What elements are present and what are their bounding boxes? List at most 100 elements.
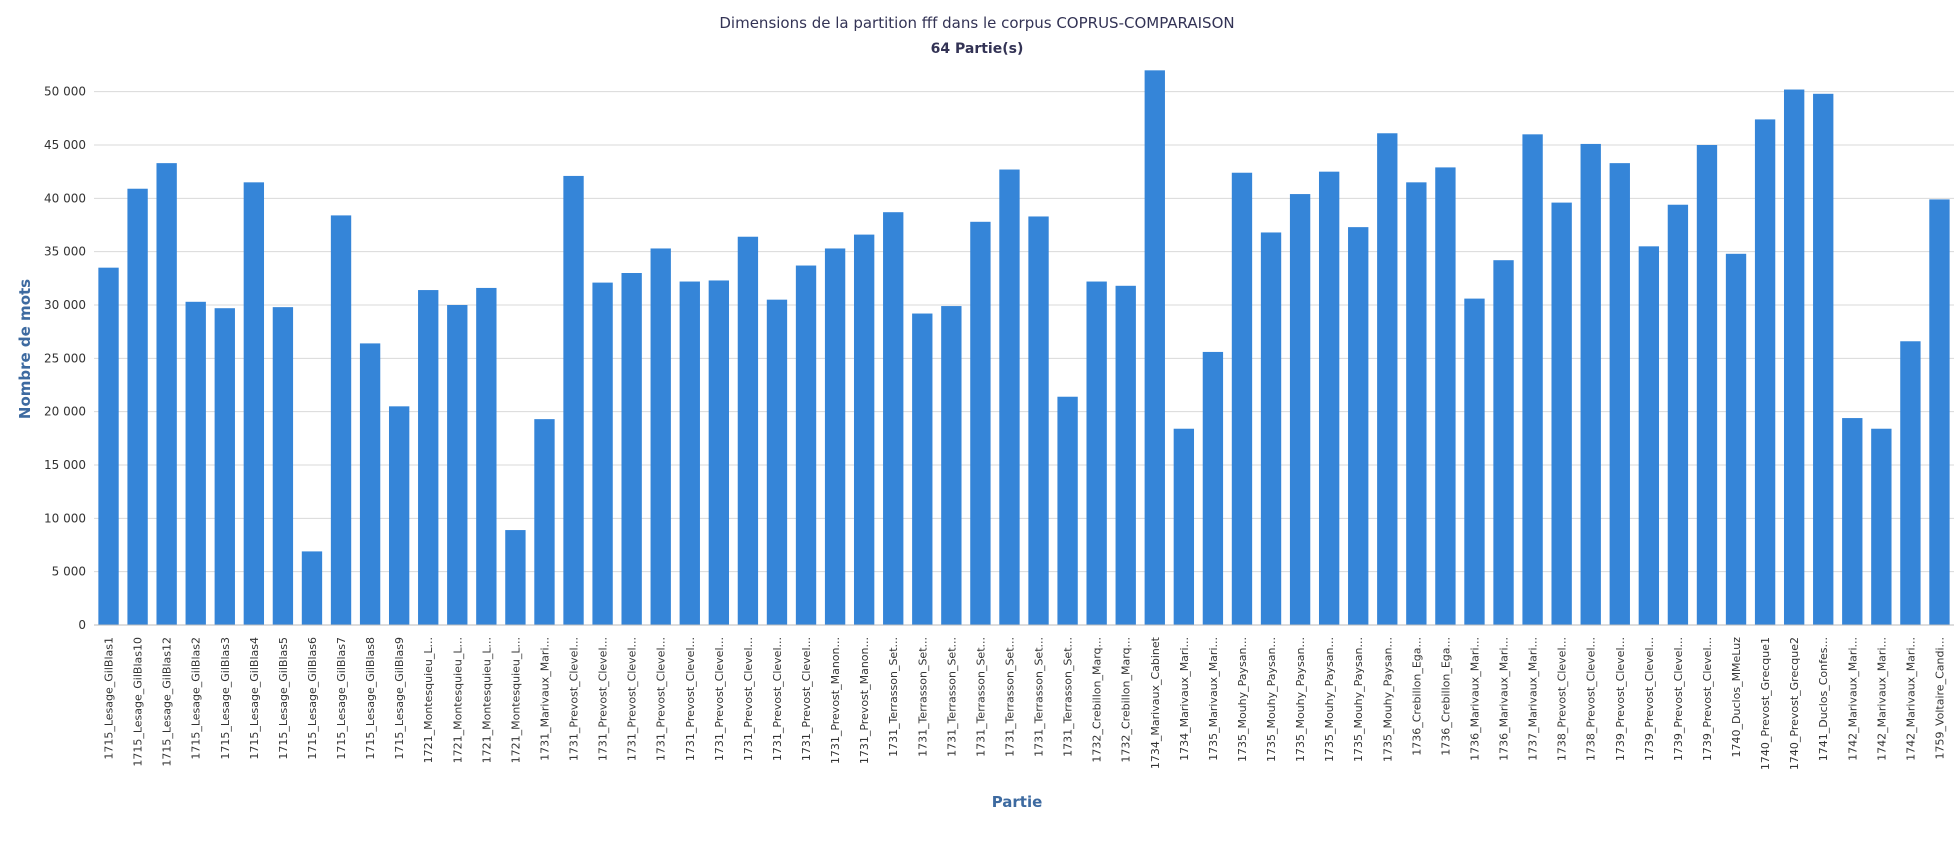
x-tick-label: 1731_Prevost_Clevel... [568,637,581,761]
bar[interactable] [243,182,265,626]
bar[interactable] [214,308,235,625]
bar[interactable] [447,305,468,625]
bar[interactable] [1725,253,1747,626]
x-tick-label: 1731_Prevost_Clevel... [713,637,726,761]
bar[interactable] [1406,182,1427,626]
bar[interactable] [1609,163,1630,625]
bar[interactable] [1783,89,1805,626]
bar[interactable] [1493,260,1514,625]
bar[interactable] [330,215,352,625]
bar[interactable] [1900,341,1921,625]
bar[interactable] [1522,134,1543,626]
bar[interactable] [272,307,294,625]
bar[interactable] [1028,216,1049,625]
bar[interactable] [679,281,700,625]
y-tick-label: 40 000 [44,191,86,205]
bar[interactable] [883,212,904,625]
x-tick-label: 1731_Prevost_Manon... [829,637,842,764]
bars [98,70,1950,626]
bar[interactable] [1260,232,1282,625]
bar[interactable] [795,265,817,625]
bar[interactable] [737,236,759,625]
bar[interactable] [1318,171,1340,625]
x-tick-label: 1736_Crebillon_Ega... [1410,637,1423,756]
x-tick-label: 1731_Prevost_Clevel... [684,637,697,761]
bar[interactable] [1929,199,1950,625]
y-axis-ticks: 0 5 000 10 000 15 000 20 000 25 000 30 000 35 0… [44,85,86,632]
x-tick-label: 1735_Mouhy_Paysan... [1352,637,1365,762]
bar[interactable] [1464,298,1485,625]
bar[interactable] [766,299,788,625]
chart-subtitle: 64 Partie(s) [931,41,1024,57]
bar[interactable] [1754,119,1776,626]
x-tick-label: 1739_Prevost_Clevel... [1672,637,1685,761]
bar[interactable] [1289,194,1311,626]
bar[interactable] [98,267,119,625]
x-tick-label: 1721_Montesquieu_L... [480,637,493,763]
bar[interactable] [1057,396,1078,625]
bar[interactable] [1638,246,1660,626]
y-tick-label: 5 000 [52,565,86,579]
bar[interactable] [708,280,730,625]
bar[interactable] [650,248,671,625]
bar[interactable] [1202,351,1224,625]
x-tick-label: 1732_Crebillon_Marq... [1091,637,1104,763]
x-tick-label: 1734_Marivaux_Cabinet [1149,636,1162,769]
bar[interactable] [1231,172,1253,625]
x-tick-label: 1736_Marivaux_Mari... [1468,637,1481,761]
x-tick-label: 1740_Prevost_Grecque1 [1759,637,1772,770]
bar[interactable] [592,282,613,625]
bar[interactable] [1173,428,1195,625]
x-tick-label: 1739_Prevost_Clevel... [1643,637,1656,761]
x-tick-label: 1731_Terrasson_Set... [945,637,958,757]
bar[interactable] [476,287,497,625]
bar[interactable] [534,419,555,625]
x-tick-label: 1740_Prevost_Grecque2 [1788,637,1801,770]
x-tick-label: 1715_Lesage_GilBlas4 [248,637,261,760]
bar[interactable] [388,406,410,625]
x-tick-label: 1715_Lesage_GilBlas2 [190,637,203,760]
y-tick-label: 15 000 [44,458,86,472]
bar[interactable] [1086,281,1107,625]
x-tick-label: 1731_Terrasson_Set... [974,637,987,757]
bar[interactable] [185,301,206,625]
y-tick-label: 50 000 [44,85,86,99]
bar[interactable] [1871,428,1892,625]
bar[interactable] [1435,167,1456,625]
bar[interactable] [156,163,177,625]
bar[interactable] [970,221,991,626]
x-tick-label: 1715_Lesage_GilBlas8 [364,637,377,760]
x-tick-label: 1738_Prevost_Clevel... [1556,637,1569,761]
bar[interactable] [1580,143,1601,625]
x-tick-label: 1735_Mouhy_Paysan... [1265,637,1278,762]
bar[interactable] [1377,133,1398,625]
bar[interactable] [1667,204,1689,625]
bar[interactable] [1144,70,1165,626]
x-tick-label: 1740_Duclos_MMeLuz [1730,637,1743,758]
x-tick-label: 1731_Terrasson_Set... [1062,637,1075,757]
bar[interactable] [1813,93,1834,626]
x-tick-label: 1721_Montesquieu_L... [422,637,435,763]
bar[interactable] [853,234,875,625]
x-tick-label: 1715_Lesage_GilBlas12 [161,637,174,767]
bar[interactable] [505,530,526,625]
x-tick-label: 1732_Crebillon_Marq... [1120,637,1133,763]
bar[interactable] [1348,227,1369,625]
bar[interactable] [1551,202,1572,625]
bar[interactable] [912,313,933,625]
bar[interactable] [1842,418,1863,625]
bar[interactable] [824,248,846,625]
bar[interactable] [1696,145,1718,625]
x-tick-label: 1715_Lesage_GilBlas7 [335,637,348,760]
x-tick-label: 1739_Prevost_Clevel... [1614,637,1627,761]
bar[interactable] [621,273,642,625]
bar[interactable] [1115,285,1136,625]
bar[interactable] [301,551,323,625]
bar[interactable] [127,188,148,625]
bar[interactable] [941,306,962,625]
bar[interactable] [359,343,381,625]
bar[interactable] [418,290,439,625]
bar[interactable] [563,175,584,625]
bar[interactable] [999,169,1020,626]
x-tick-label: 1735_Mouhy_Paysan... [1381,637,1394,762]
